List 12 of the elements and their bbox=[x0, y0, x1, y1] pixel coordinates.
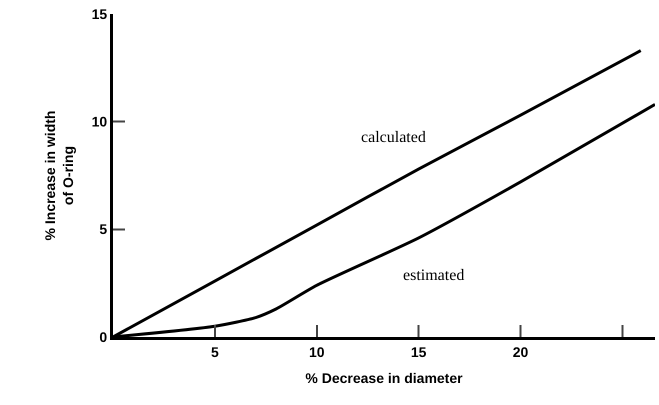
x-axis-title: % Decrease in diameter bbox=[305, 370, 464, 386]
x-tick-label: 5 bbox=[210, 344, 219, 360]
y-tick-label: 0 bbox=[99, 328, 108, 345]
y-axis-title: % Increase in width of O-ring bbox=[42, 110, 76, 240]
series-label: estimated bbox=[403, 267, 464, 284]
y-tick-label: 5 bbox=[99, 221, 108, 238]
y-tick-label: 15 bbox=[92, 6, 108, 22]
x-tick-label: 20 bbox=[512, 344, 529, 360]
x-tick-label: 10 bbox=[308, 344, 325, 360]
series-label: calculated bbox=[361, 129, 426, 146]
y-tick-label: 10 bbox=[92, 114, 108, 130]
x-tick-label: 15 bbox=[410, 344, 427, 360]
